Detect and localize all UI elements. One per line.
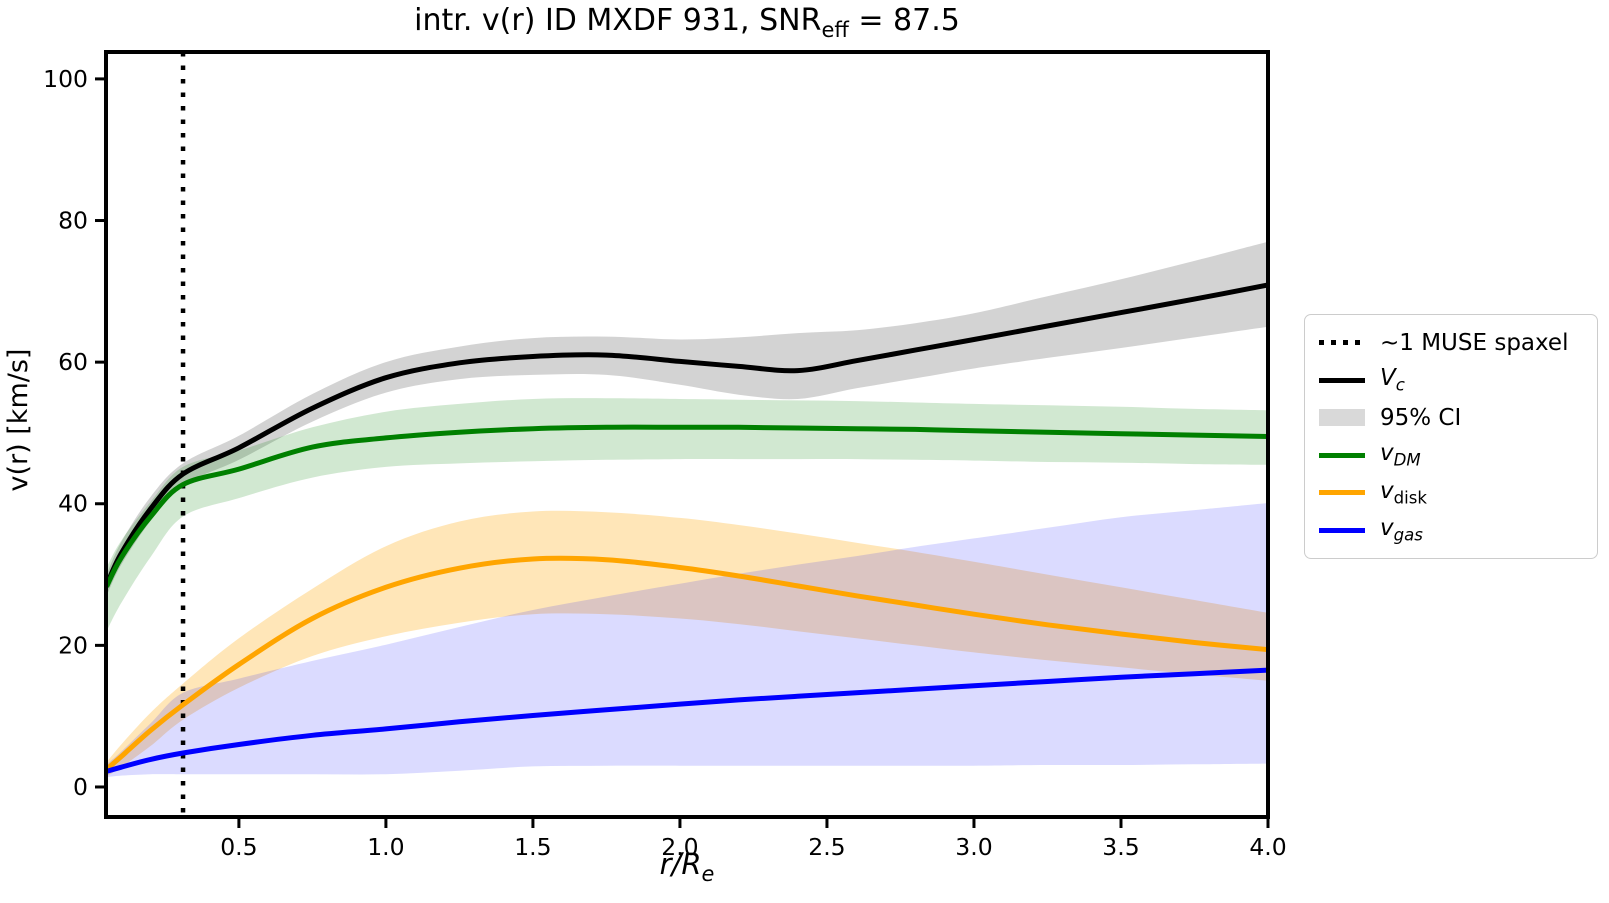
ci-band-vdisk — [106, 510, 1268, 777]
blue-line-swatch-icon — [1319, 527, 1365, 533]
series-line-Vc — [106, 282, 1268, 587]
x-tick-label-0.5: 0.5 — [220, 833, 257, 861]
orange-line-swatch-icon — [1319, 490, 1365, 496]
x-axis-label-text: r/R — [659, 847, 702, 881]
legend-label-muse-spaxel: ~1 MUSE spaxel — [1380, 329, 1569, 356]
dotted-line-swatch-icon — [1319, 340, 1365, 346]
x-tick-label-3.0: 3.0 — [955, 833, 992, 861]
plot-title-text: intr. v(r) ID MXDF 931, SNR — [414, 3, 822, 38]
y-axis-label: v(r) [km/s] — [3, 349, 34, 492]
ci-band-vDM — [106, 398, 1268, 632]
plot-title-value: = 87.5 — [848, 3, 960, 38]
gray-patch-swatch-icon — [1319, 409, 1365, 427]
plot-title-subscript: eff — [821, 18, 849, 42]
series-line-vDM — [106, 424, 1268, 588]
axes-frame — [104, 50, 1270, 819]
legend-item-muse-spaxel: ~1 MUSE spaxel — [1319, 324, 1583, 362]
green-line-swatch-icon — [1319, 452, 1365, 458]
y-tick-label-80: 80 — [58, 207, 88, 235]
y-tick-label-100: 100 — [43, 65, 88, 93]
legend-item-ci95: 95% CI — [1319, 399, 1583, 437]
x-axis-label: r/Re — [106, 847, 1268, 886]
series-line-vdisk — [106, 555, 1268, 772]
ci-band-vgas — [106, 503, 1268, 778]
legend-label-ci95: 95% CI — [1380, 404, 1462, 431]
x-tick-label-1.5: 1.5 — [514, 833, 551, 861]
legend-item-vdisk: vdisk — [1319, 474, 1583, 512]
series-line-vgas — [106, 667, 1268, 774]
black-line-swatch-icon — [1319, 377, 1365, 383]
y-tick-label-0: 0 — [73, 773, 88, 801]
x-tick-label-3.5: 3.5 — [1102, 833, 1139, 861]
x-tick-label-1.0: 1.0 — [367, 833, 404, 861]
ci-band-Vc — [106, 241, 1268, 596]
legend-label-vgas: vgas — [1380, 515, 1423, 546]
series-lines-group — [106, 282, 1268, 774]
y-tick-label-40: 40 — [58, 490, 88, 518]
legend-item-vdm: vDM — [1319, 437, 1583, 475]
legend-label-vdisk: vdisk — [1380, 477, 1427, 508]
x-axis-label-subscript: e — [701, 861, 715, 886]
legend-label-vdm: vDM — [1380, 440, 1421, 471]
x-tick-label-2.5: 2.5 — [808, 833, 845, 861]
legend-label-vc: Vc — [1380, 365, 1405, 396]
ci-bands-group — [106, 241, 1268, 778]
y-tick-label-20: 20 — [58, 631, 88, 659]
x-tick-label-2.0: 2.0 — [661, 833, 698, 861]
plot-title: intr. v(r) ID MXDF 931, SNReff = 87.5 — [106, 3, 1268, 43]
y-tick-label-60: 60 — [58, 348, 88, 376]
legend: ~1 MUSE spaxel Vc 95% CI vDM vdisk vgas — [1304, 314, 1598, 559]
legend-item-vgas: vgas — [1319, 512, 1583, 550]
legend-item-vc: Vc — [1319, 362, 1583, 400]
x-tick-label-4.0: 4.0 — [1249, 833, 1286, 861]
